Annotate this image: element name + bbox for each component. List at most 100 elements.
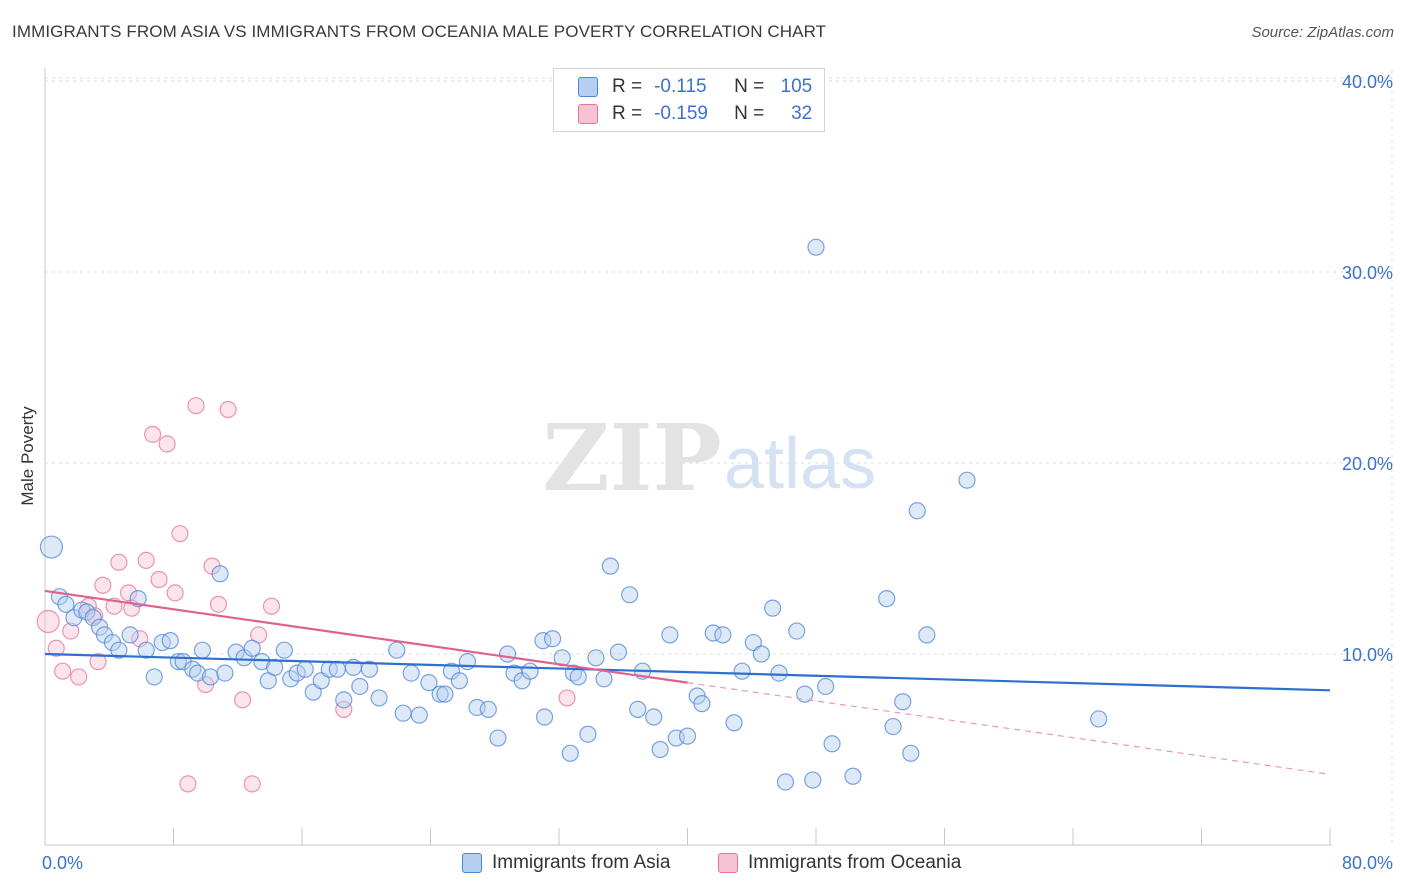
point-asia (288, 664, 306, 682)
x-tick-label-left: 0.0% (42, 853, 83, 873)
point-asia (370, 689, 388, 707)
point-asia (651, 740, 669, 759)
trend-line-oceania (44, 589, 688, 684)
point-asia (878, 590, 896, 608)
point-oceania (144, 425, 162, 443)
bottom-legend-label-oceania: Immigrants from Oceania (748, 852, 962, 873)
point-asia (394, 704, 412, 722)
legend-swatch-asia (578, 77, 598, 97)
point-asia (1090, 710, 1108, 728)
y-axis-label: Male Poverty (18, 406, 37, 506)
chart-title: IMMIGRANTS FROM ASIA VS IMMIGRANTS FROM … (12, 22, 827, 41)
series-asia (39, 238, 1108, 791)
point-asia (908, 502, 926, 520)
point-asia (844, 767, 862, 785)
point-asia (569, 668, 587, 686)
point-oceania (158, 435, 176, 453)
point-asia (693, 695, 711, 713)
point-oceania (110, 553, 128, 571)
legend-row-asia: R = -0.115 N = 105 (578, 75, 812, 99)
point-asia (595, 670, 613, 688)
trend-lines (44, 589, 1331, 775)
point-asia (587, 649, 605, 667)
watermark-zip: ZIP (542, 404, 721, 512)
point-asia (193, 641, 212, 659)
point-oceania (150, 570, 168, 589)
point-asia (918, 626, 936, 644)
point-asia (807, 238, 825, 256)
point-oceania (36, 609, 60, 634)
point-oceania (233, 691, 252, 709)
point-oceania (62, 622, 80, 640)
point-asia (764, 599, 782, 617)
point-asia (296, 660, 314, 678)
legend-n-value: 105 (780, 76, 813, 97)
legend-r-value: -0.115 (654, 76, 707, 97)
point-oceania (171, 525, 189, 543)
point-asia (211, 565, 229, 583)
bottom-legend-swatch-oceania (718, 853, 738, 873)
series-oceania (36, 397, 576, 793)
stats-legend: R = -0.115 N = 105 R = -0.159 N = 32 (553, 68, 825, 132)
point-asia (121, 626, 139, 644)
axes (44, 68, 1332, 846)
point-asia (621, 586, 639, 604)
y-tick-label: 30.0% (1342, 263, 1393, 283)
point-oceania (54, 662, 72, 680)
point-asia (725, 714, 743, 732)
bottom-legend-oceania: Immigrants from Oceania (718, 852, 961, 874)
point-asia (609, 643, 628, 661)
legend-n-label: N = (734, 103, 765, 124)
tick-labels: 10.0% 20.0% 30.0% 40.0% 0.0% 80.0% (42, 72, 1393, 873)
point-oceania (179, 775, 197, 793)
point-asia (489, 729, 507, 747)
legend-r-value: -0.159 (654, 103, 708, 124)
gridlines (45, 70, 1393, 845)
point-asia (431, 685, 449, 703)
bottom-legend-label-asia: Immigrants from Asia (492, 852, 671, 873)
point-asia (436, 685, 454, 703)
point-asia (161, 632, 179, 650)
point-asia (788, 622, 806, 640)
y-tick-label: 20.0% (1342, 454, 1393, 474)
point-asia (958, 471, 976, 489)
point-oceania (89, 653, 107, 671)
point-asia (458, 653, 477, 671)
point-asia (678, 727, 697, 745)
point-asia (661, 626, 679, 644)
point-asia (328, 660, 346, 678)
point-asia (733, 662, 751, 680)
point-asia (645, 708, 663, 726)
point-asia (137, 641, 155, 659)
point-oceania (262, 597, 281, 615)
watermark: ZIP atlas (542, 404, 876, 512)
point-asia (360, 660, 379, 678)
trend-line-oceania-extrapolated (687, 682, 1331, 775)
point-asia (275, 641, 293, 659)
point-asia (201, 668, 220, 686)
bottom-legend-asia: Immigrants from Asia (462, 852, 670, 874)
point-asia (752, 645, 770, 663)
watermark-atlas: atlas (724, 424, 876, 504)
point-asia (243, 639, 261, 657)
point-asia (78, 603, 96, 621)
point-asia (714, 626, 732, 644)
point-oceania (219, 400, 237, 419)
point-asia (450, 672, 469, 690)
point-asia (823, 735, 841, 753)
point-asia (266, 658, 284, 676)
source-label: Source: ZipAtlas.com (1251, 24, 1394, 41)
point-asia (282, 670, 300, 688)
point-asia (216, 664, 234, 682)
point-asia (410, 706, 428, 724)
point-oceania (335, 700, 353, 718)
point-asia (817, 677, 835, 696)
point-asia (521, 662, 539, 680)
point-asia (770, 664, 788, 682)
point-oceania (47, 639, 65, 657)
point-asia (629, 700, 647, 718)
point-asia (388, 641, 406, 659)
legend-r-label: R = (612, 103, 643, 124)
point-asia (796, 685, 814, 703)
point-asia (776, 773, 795, 791)
